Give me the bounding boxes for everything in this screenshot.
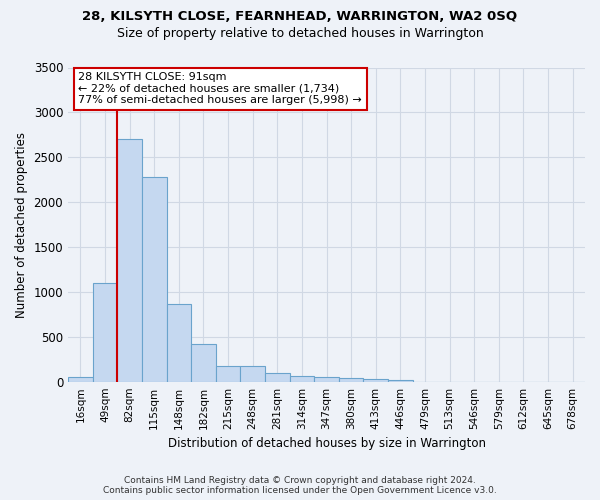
Bar	[290, 376, 314, 382]
Bar	[167, 304, 191, 382]
Bar	[364, 379, 388, 382]
Bar	[339, 378, 364, 382]
X-axis label: Distribution of detached houses by size in Warrington: Distribution of detached houses by size …	[167, 437, 485, 450]
Bar	[216, 366, 241, 382]
Text: Contains HM Land Registry data © Crown copyright and database right 2024.
Contai: Contains HM Land Registry data © Crown c…	[103, 476, 497, 495]
Bar	[92, 283, 117, 382]
Text: Size of property relative to detached houses in Warrington: Size of property relative to detached ho…	[116, 28, 484, 40]
Bar	[265, 373, 290, 382]
Bar	[241, 366, 265, 382]
Bar	[388, 380, 413, 382]
Text: 28 KILSYTH CLOSE: 91sqm
← 22% of detached houses are smaller (1,734)
77% of semi: 28 KILSYTH CLOSE: 91sqm ← 22% of detache…	[79, 72, 362, 106]
Bar	[191, 344, 216, 382]
Y-axis label: Number of detached properties: Number of detached properties	[15, 132, 28, 318]
Bar	[314, 377, 339, 382]
Bar	[68, 376, 92, 382]
Bar	[142, 177, 167, 382]
Text: 28, KILSYTH CLOSE, FEARNHEAD, WARRINGTON, WA2 0SQ: 28, KILSYTH CLOSE, FEARNHEAD, WARRINGTON…	[82, 10, 518, 23]
Bar	[117, 140, 142, 382]
